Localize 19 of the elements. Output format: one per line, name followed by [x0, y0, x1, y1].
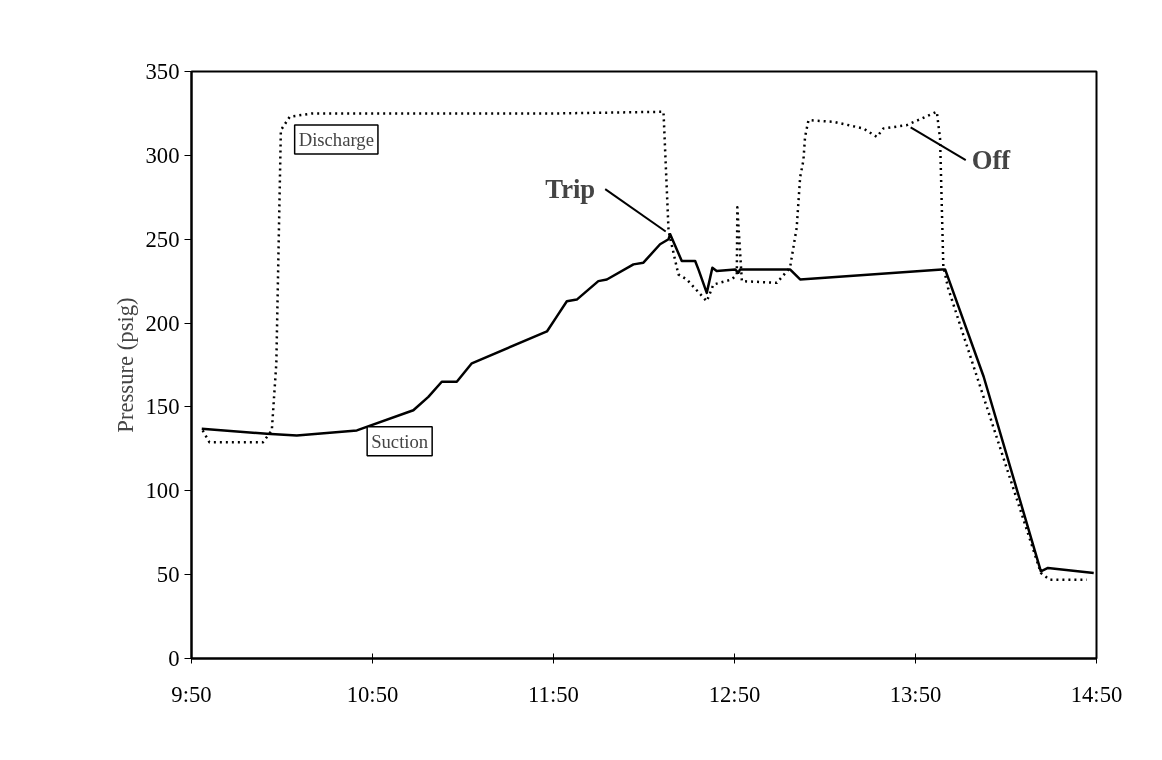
y-tick-label: 250	[145, 226, 180, 252]
x-tick-label: 13:50	[889, 681, 942, 707]
y-tick-label: 200	[145, 310, 180, 336]
y-tick-label: 300	[145, 142, 180, 168]
x-tick-label: 10:50	[346, 681, 399, 707]
y-tick-label: 150	[145, 394, 180, 420]
y-tick-label: 50	[156, 562, 180, 588]
x-tick-label: 14:50	[1070, 681, 1123, 707]
y-tick-label: 0	[168, 646, 180, 671]
x-tick-label: 9:50	[171, 681, 212, 707]
series-label: Discharge	[298, 128, 374, 150]
series-label: Suction	[371, 430, 429, 452]
annotation: Off	[971, 145, 1012, 176]
y-axis-title: Pressure (psig)	[112, 297, 138, 433]
x-tick-label: 12:50	[708, 681, 761, 707]
x-tick-label: 11:50	[528, 681, 579, 707]
y-tick-label: 100	[145, 478, 180, 504]
y-tick-label: 350	[145, 59, 180, 84]
annotation: Trip	[545, 174, 596, 205]
